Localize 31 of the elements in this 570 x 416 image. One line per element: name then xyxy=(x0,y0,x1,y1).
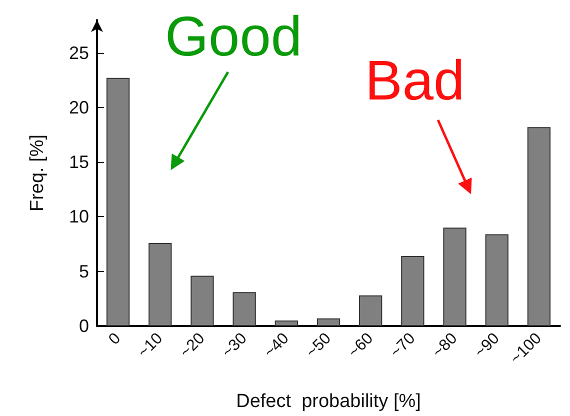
x-tick-label: ~40 xyxy=(261,330,292,362)
annotation: Bad xyxy=(365,48,465,112)
y-tick-label: 25 xyxy=(68,42,89,63)
y-axis-title: Freq. [%] xyxy=(27,134,48,212)
bar xyxy=(485,234,508,326)
x-tick-label: ~50 xyxy=(303,330,335,362)
y-tick-label: 0 xyxy=(78,316,89,336)
x-tick-label: ~90 xyxy=(472,330,503,362)
x-tick-label: ~10 xyxy=(134,330,166,362)
bar xyxy=(359,295,382,326)
y-tick-label: 10 xyxy=(68,206,89,227)
bar xyxy=(232,292,256,326)
x-tick-label: 0 xyxy=(106,330,124,348)
y-tick-label: 20 xyxy=(68,97,89,118)
x-axis-title: Defect probability [%] xyxy=(236,391,421,412)
bar xyxy=(527,127,551,326)
bar xyxy=(316,318,340,326)
y-tick-label: 5 xyxy=(78,261,89,282)
bar xyxy=(274,320,298,326)
y-tick-label: 15 xyxy=(68,152,89,172)
annotation: Good xyxy=(165,4,302,68)
x-tick-label: ~30 xyxy=(219,330,250,362)
bar xyxy=(106,78,130,326)
bar xyxy=(401,256,424,326)
bar xyxy=(148,242,172,326)
x-tick-label: ~20 xyxy=(177,330,208,362)
x-tick-label: ~80 xyxy=(430,330,461,362)
x-tick-label: ~60 xyxy=(345,330,377,362)
bar xyxy=(190,276,214,326)
bar xyxy=(443,228,466,326)
x-tick-label: ~70 xyxy=(387,330,419,362)
